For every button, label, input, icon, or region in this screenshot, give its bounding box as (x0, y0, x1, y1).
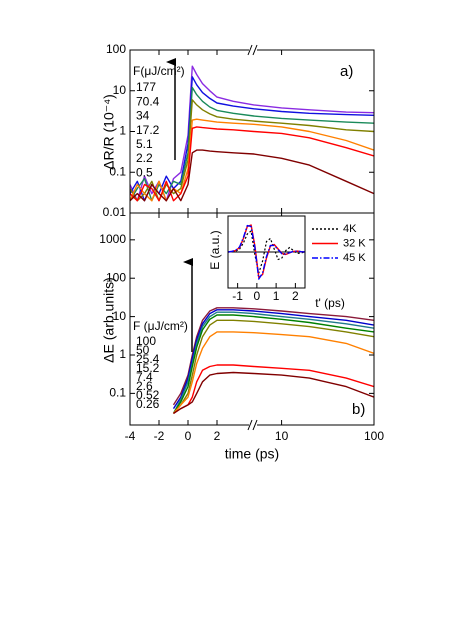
legend-label: 0.5 (136, 165, 153, 179)
series-line (130, 65, 374, 202)
series-line (130, 118, 374, 202)
series-line (172, 331, 374, 414)
series-line (130, 126, 374, 202)
x-tick-label: 2 (292, 289, 299, 303)
x-tick-label: 10 (275, 429, 289, 443)
y-axis-label: ΔE (arb.units) (101, 277, 117, 363)
series-line (173, 371, 374, 414)
series-line (228, 224, 305, 280)
y-tick-label: 0.1 (109, 386, 126, 400)
panel-label: a) (340, 63, 353, 80)
legend-label: 4K (343, 223, 357, 235)
y-tick-label: 0.01 (103, 205, 127, 219)
series-line (172, 311, 374, 414)
series-line (173, 364, 374, 414)
legend-label: 100 (136, 334, 156, 348)
panel-label: b) (352, 401, 365, 418)
axis-break (252, 419, 258, 431)
y-tick-label: 10 (113, 83, 127, 97)
y-tick-label: 100 (106, 270, 126, 284)
y-axis-label: E (a.u.) (208, 230, 222, 269)
series-line (228, 230, 305, 274)
series-line (172, 309, 374, 409)
axis-break (247, 44, 253, 56)
legend-label: 5.1 (136, 137, 153, 151)
y-tick-label: 100 (106, 42, 126, 56)
series-line (130, 99, 374, 202)
legend-label: 70.4 (136, 94, 160, 108)
x-tick-label: -4 (125, 429, 136, 443)
x-axis-label: t' (ps) (315, 296, 345, 310)
x-tick-label: 0 (254, 289, 261, 303)
legend-label: 2.6 (136, 379, 153, 393)
legend-label: 34 (136, 109, 150, 123)
axis-break-gap (249, 423, 257, 427)
y-tick-label: 10 (113, 309, 127, 323)
legend-label: 0.52 (136, 388, 160, 402)
x-tick-label: -2 (154, 429, 165, 443)
series-line (130, 149, 374, 202)
axis-break (247, 419, 253, 431)
legend-label: 32 K (343, 237, 366, 249)
legend-label: 17.2 (136, 123, 160, 137)
plot-frame (227, 215, 306, 289)
legend-label: 15.2 (136, 361, 160, 375)
y-tick-label: 1000 (99, 232, 126, 246)
x-tick-label: 100 (364, 429, 384, 443)
legend-label: 25.4 (136, 352, 160, 366)
x-tick-label: 2 (214, 429, 221, 443)
series-group (172, 307, 374, 414)
y-axis-label: ΔR/R (10⁻⁴) (101, 94, 117, 170)
series-line (172, 314, 374, 414)
legend-label: 2.2 (136, 151, 153, 165)
axis-break (252, 44, 258, 56)
series-group (228, 224, 305, 280)
legend-label: 177 (136, 80, 156, 94)
y-tick-label: 1 (119, 347, 126, 361)
series-line (172, 319, 374, 414)
y-tick-label: 0.1 (109, 164, 126, 178)
x-tick-label: 0 (185, 429, 192, 443)
axis-break-gap (249, 48, 257, 52)
x-axis-label: time (ps) (225, 446, 279, 462)
legend-label: 50 (136, 343, 150, 357)
legend-title: F(μJ/cm²) (133, 64, 185, 78)
y-tick-label: 1 (119, 124, 126, 138)
x-tick-label: -1 (232, 289, 243, 303)
legend-label: 0.26 (136, 397, 160, 411)
x-tick-label: 1 (273, 289, 280, 303)
legend-label: 7.4 (136, 370, 153, 384)
series-group (130, 65, 374, 202)
legend-title: F (μJ/cm²) (133, 319, 188, 333)
legend-label: 45 K (343, 252, 366, 264)
